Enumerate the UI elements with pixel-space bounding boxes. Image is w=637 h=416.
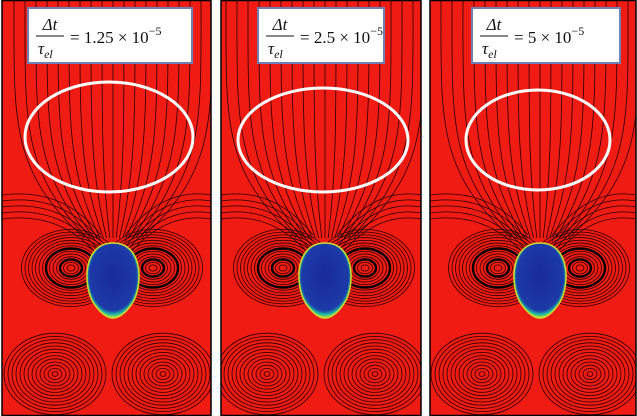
label-exponent: −5 (571, 24, 584, 38)
denominator-subscript: el (274, 47, 283, 61)
denominator-subscript: el (488, 47, 497, 61)
label-equals: = 2.5 × 10 (300, 28, 370, 47)
panel: Δtτel= 5 × 10−5 (430, 0, 637, 416)
label-numerator: Δt (42, 15, 59, 34)
label-value: = 1.25 × 10−5 (70, 24, 161, 47)
label-numerator: Δt (272, 15, 289, 34)
denominator-subscript: el (44, 47, 53, 61)
page: Δtτel= 1.25 × 10−5Δtτel= 2.5 × 10−5Δtτel… (0, 0, 637, 416)
label-exponent: −5 (149, 24, 162, 38)
label-equals: = 1.25 × 10 (70, 28, 149, 47)
label-exponent: −5 (370, 24, 383, 38)
label-numerator: Δt (486, 15, 503, 34)
figure: Δtτel= 1.25 × 10−5Δtτel= 2.5 × 10−5Δtτel… (0, 0, 637, 416)
panel: Δtτel= 2.5 × 10−5 (216, 0, 426, 416)
label-equals: = 5 × 10 (514, 28, 571, 47)
